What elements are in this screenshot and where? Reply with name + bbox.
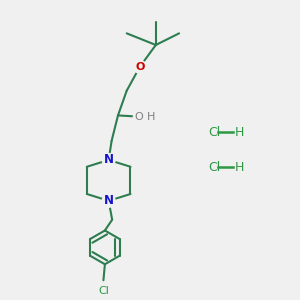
Text: O: O xyxy=(135,112,144,122)
Text: H: H xyxy=(147,112,155,122)
Text: Cl: Cl xyxy=(208,161,220,174)
Text: O: O xyxy=(135,62,145,72)
Circle shape xyxy=(102,154,115,166)
Text: N: N xyxy=(104,153,114,167)
Circle shape xyxy=(134,111,145,123)
Text: Cl: Cl xyxy=(208,126,220,139)
Text: H: H xyxy=(234,161,244,174)
Text: H: H xyxy=(234,126,244,139)
Circle shape xyxy=(134,60,146,73)
Circle shape xyxy=(102,194,115,207)
Text: N: N xyxy=(104,194,114,207)
Text: Cl: Cl xyxy=(98,286,109,296)
